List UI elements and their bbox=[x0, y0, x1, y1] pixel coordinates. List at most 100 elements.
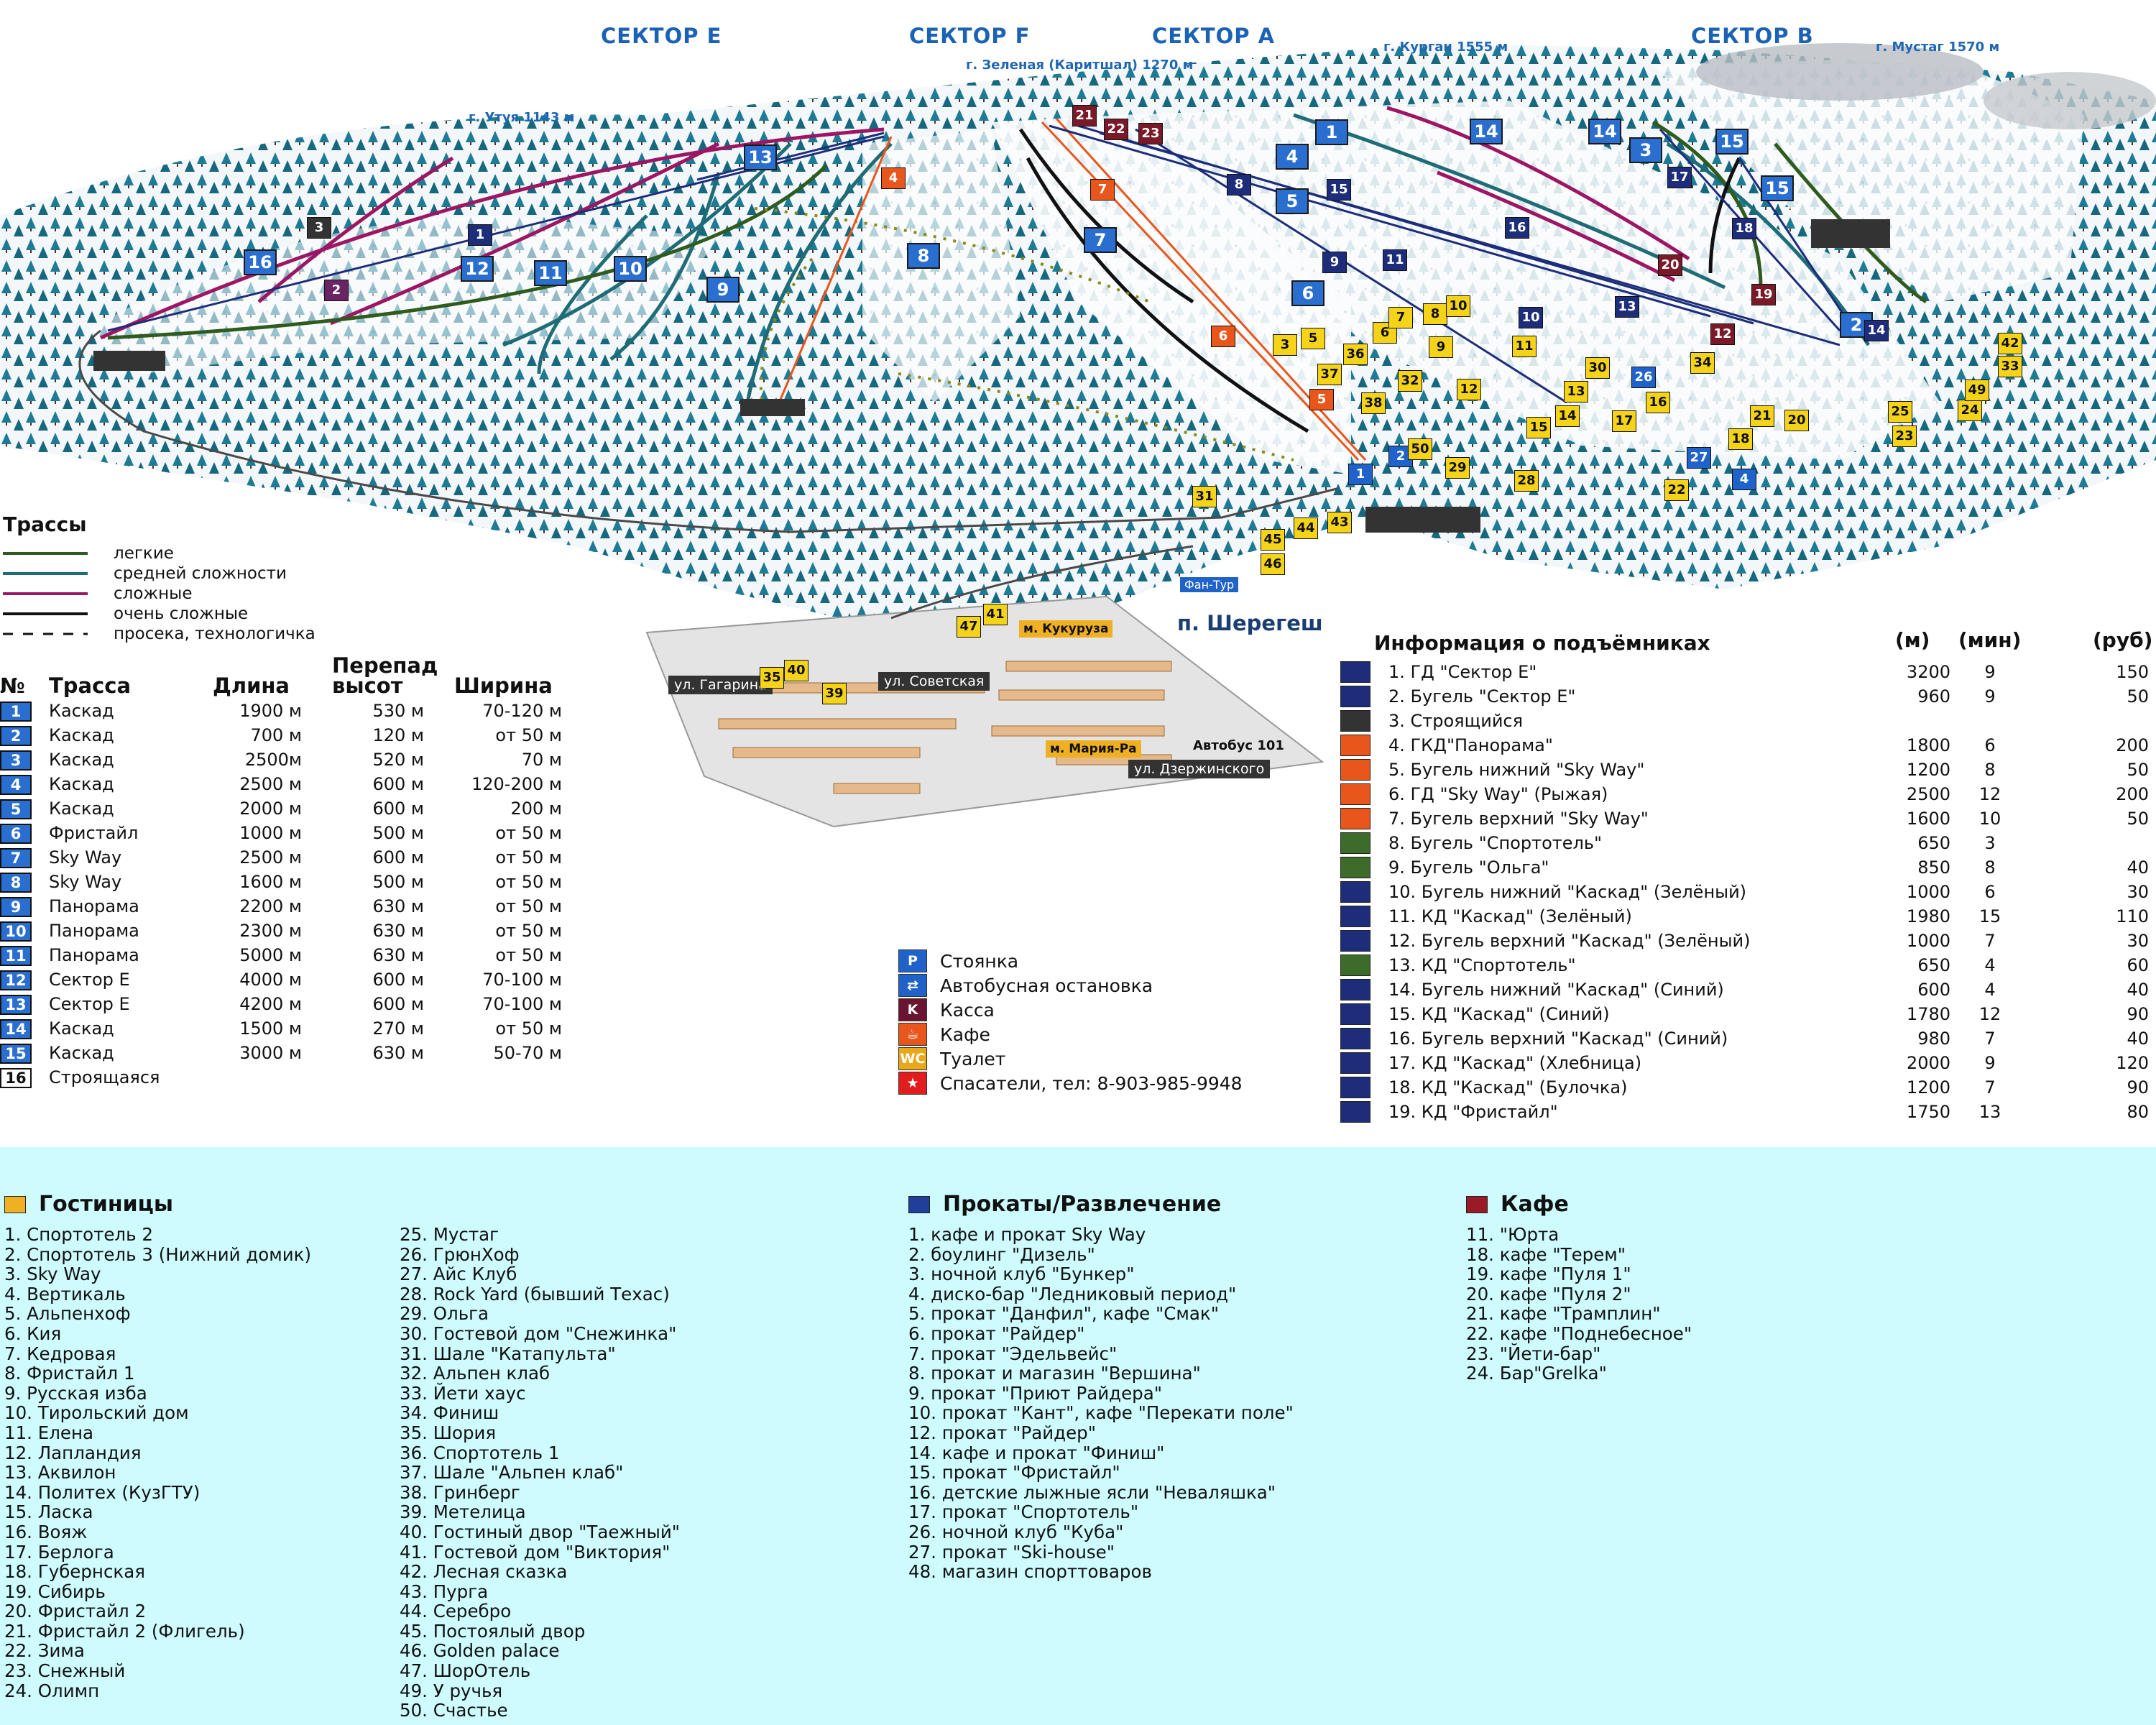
hotel-marker[interactable]: 32 bbox=[1398, 370, 1422, 392]
hotel-marker[interactable]: 23 bbox=[1892, 426, 1917, 447]
hotel-marker[interactable]: 42 bbox=[1998, 333, 2022, 354]
hotel-marker[interactable]: 25 bbox=[1888, 401, 1912, 423]
hotel-marker[interactable]: 33 bbox=[1998, 356, 2022, 377]
hotel-marker[interactable]: 18 bbox=[1728, 428, 1753, 450]
lift-marker[interactable]: 7 bbox=[1090, 179, 1115, 201]
trail-marker[interactable]: 1 bbox=[1315, 119, 1348, 145]
lift-marker[interactable]: 20 bbox=[1658, 254, 1682, 276]
hotel-marker[interactable]: 21 bbox=[1750, 405, 1774, 427]
lift-marker[interactable]: 2 bbox=[324, 280, 349, 301]
hotel-marker[interactable]: 47 bbox=[957, 616, 981, 638]
hotel-marker[interactable]: 17 bbox=[1612, 410, 1636, 432]
hotel-marker[interactable]: 39 bbox=[822, 683, 847, 704]
lift-marker[interactable]: 11 bbox=[1383, 249, 1407, 271]
hotel-marker[interactable]: 43 bbox=[1327, 512, 1352, 533]
hotel-marker[interactable]: 15 bbox=[1526, 417, 1551, 438]
hotel-marker[interactable]: 37 bbox=[1317, 364, 1342, 385]
hotel-marker[interactable]: 8 bbox=[1423, 303, 1447, 325]
lift-marker[interactable]: 8 bbox=[1227, 174, 1251, 196]
hotel-marker[interactable]: 22 bbox=[1664, 479, 1689, 501]
hotel-marker[interactable]: 1 bbox=[1348, 464, 1373, 485]
trail-marker[interactable]: 16 bbox=[244, 249, 277, 275]
lift-marker[interactable]: 6 bbox=[1211, 326, 1235, 347]
trail-marker[interactable]: 3 bbox=[1629, 137, 1662, 163]
hotel-marker[interactable]: 3 bbox=[1273, 334, 1297, 356]
hotel-marker[interactable]: 5 bbox=[1301, 328, 1325, 349]
hotel-marker[interactable]: 16 bbox=[1646, 392, 1670, 413]
trail-number-cell: 2 bbox=[0, 723, 49, 748]
hotel-marker[interactable]: 29 bbox=[1445, 457, 1470, 479]
lift-minutes: 15 bbox=[1978, 906, 2001, 926]
hotel-marker[interactable]: 41 bbox=[983, 604, 1008, 625]
lift-icon-cell bbox=[1335, 684, 1376, 709]
trail-marker[interactable]: 15 bbox=[1761, 175, 1794, 201]
hotel-marker[interactable]: 26 bbox=[1631, 367, 1656, 388]
hotel-marker[interactable]: 4 bbox=[1732, 469, 1756, 490]
trail-marker[interactable]: 13 bbox=[744, 144, 777, 170]
lift-marker[interactable]: 3 bbox=[307, 217, 331, 239]
hotel-marker[interactable]: 30 bbox=[1585, 357, 1610, 379]
lift-type-icon bbox=[1340, 857, 1370, 878]
hotel-marker[interactable]: 40 bbox=[784, 660, 808, 681]
lift-marker[interactable]: 1 bbox=[468, 224, 492, 246]
run-easy bbox=[1651, 120, 1763, 288]
trail-marker[interactable]: 8 bbox=[907, 243, 940, 269]
hotel-marker[interactable]: 13 bbox=[1564, 381, 1588, 402]
lift-marker[interactable]: 9 bbox=[1322, 252, 1347, 273]
hotel-marker[interactable]: 38 bbox=[1361, 392, 1386, 414]
hotel-marker[interactable]: 14 bbox=[1555, 405, 1580, 427]
trail-length: 1000 м bbox=[239, 823, 302, 843]
lift-marker[interactable]: 16 bbox=[1505, 217, 1529, 239]
hotel-marker[interactable]: 12 bbox=[1457, 379, 1481, 400]
hotel-marker[interactable]: 34 bbox=[1690, 352, 1715, 374]
trail-marker[interactable]: 10 bbox=[614, 256, 647, 282]
trail-marker[interactable]: 4 bbox=[1276, 144, 1309, 170]
lift-marker[interactable]: 15 bbox=[1327, 179, 1351, 201]
rocky-peak bbox=[1696, 43, 1984, 101]
lift-marker[interactable]: 18 bbox=[1732, 218, 1756, 239]
lift-icon-cell bbox=[1335, 758, 1376, 782]
trail-marker[interactable]: 5 bbox=[1276, 188, 1309, 214]
hotel-marker[interactable]: 36 bbox=[1343, 344, 1368, 365]
lift-marker[interactable]: 13 bbox=[1615, 296, 1639, 318]
trail-marker[interactable]: 6 bbox=[1291, 280, 1325, 306]
trail-marker[interactable]: 11 bbox=[534, 260, 567, 286]
legend-label: просека, технологичка bbox=[114, 625, 315, 643]
hotel-marker[interactable]: 31 bbox=[1192, 486, 1217, 507]
hotel-marker[interactable]: 45 bbox=[1261, 529, 1285, 551]
hotel-marker[interactable]: 9 bbox=[1429, 336, 1453, 358]
hotel-marker[interactable]: 35 bbox=[760, 667, 784, 689]
hotel-marker[interactable]: 20 bbox=[1784, 410, 1809, 431]
lift-marker[interactable]: 22 bbox=[1104, 119, 1128, 140]
hotel-marker[interactable]: 24 bbox=[1958, 400, 1982, 421]
lift-marker[interactable]: 5 bbox=[1309, 389, 1334, 410]
trail-marker[interactable]: 14 bbox=[1470, 119, 1503, 144]
hotel-marker[interactable]: 50 bbox=[1408, 438, 1432, 460]
hotel-marker[interactable]: 11 bbox=[1512, 336, 1537, 357]
trail-marker[interactable]: 14 bbox=[1588, 119, 1621, 144]
lift-marker[interactable]: 14 bbox=[1864, 320, 1889, 341]
trail-marker[interactable]: 12 bbox=[461, 256, 494, 282]
lift-marker[interactable]: 23 bbox=[1138, 123, 1163, 144]
hotel-marker[interactable]: 44 bbox=[1294, 518, 1318, 539]
lift-marker[interactable]: 21 bbox=[1072, 105, 1097, 126]
lift-marker[interactable]: 17 bbox=[1667, 167, 1692, 188]
lift-marker[interactable]: 19 bbox=[1751, 284, 1776, 305]
lift-name: 9. Бугель "Ольга" bbox=[1388, 857, 1549, 878]
hotel-marker[interactable]: 27 bbox=[1687, 447, 1711, 469]
list-item: 26. ночной клуб "Куба" bbox=[908, 1521, 1124, 1542]
hotel-marker[interactable]: 10 bbox=[1446, 295, 1470, 317]
lift-length: 650 bbox=[1917, 833, 1950, 853]
hotel-marker[interactable]: 49 bbox=[1965, 380, 1989, 401]
list-item: 8. прокат и магазин "Вершина" bbox=[908, 1363, 1201, 1384]
list-item: 8. Фристайл 1 bbox=[4, 1363, 135, 1384]
lift-marker[interactable]: 10 bbox=[1519, 307, 1543, 328]
lift-marker[interactable]: 12 bbox=[1710, 323, 1735, 345]
trail-marker[interactable]: 9 bbox=[706, 277, 740, 303]
hotel-marker[interactable]: 7 bbox=[1388, 307, 1413, 328]
hotel-marker[interactable]: 46 bbox=[1261, 553, 1285, 575]
trail-marker[interactable]: 15 bbox=[1715, 129, 1749, 155]
trail-marker[interactable]: 7 bbox=[1084, 227, 1117, 253]
hotel-marker[interactable]: 28 bbox=[1514, 470, 1539, 492]
lift-marker[interactable]: 4 bbox=[881, 167, 906, 189]
